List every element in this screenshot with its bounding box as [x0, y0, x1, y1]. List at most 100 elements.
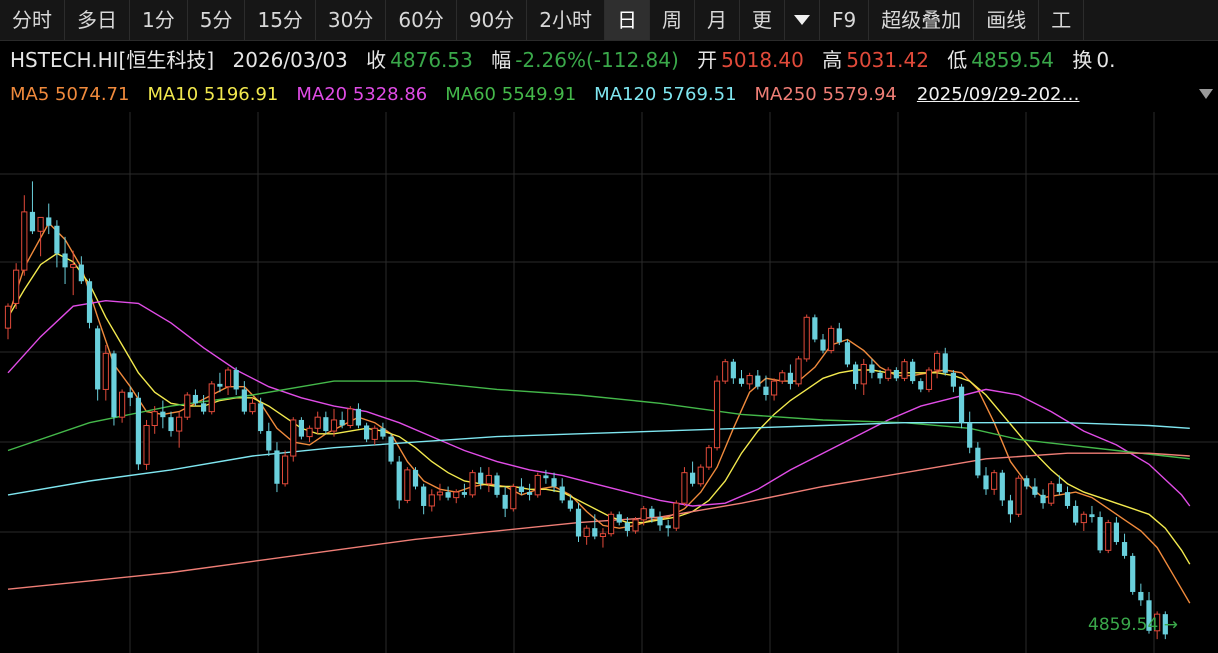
candle-body — [201, 403, 207, 412]
toolbar-tool-0[interactable]: F9 — [820, 0, 870, 40]
candle-body — [86, 281, 93, 323]
candle-body — [583, 527, 590, 537]
candle-body — [1105, 522, 1112, 551]
candle-body — [102, 352, 109, 390]
symbol-name[interactable]: HSTECH.HI[恒生科技] — [10, 48, 215, 72]
candle-body — [812, 317, 818, 340]
candle-body — [37, 216, 44, 232]
high-label: 高 — [822, 48, 843, 72]
candle-body — [567, 500, 573, 509]
candle-body — [510, 486, 517, 510]
date-range-selector[interactable]: 2025/09/29-202… — [916, 84, 1080, 105]
period-tab-3[interactable]: 5分 — [188, 0, 246, 40]
candle-body — [910, 361, 916, 382]
candle-body — [713, 380, 721, 449]
quote-date: 2026/03/03 — [232, 48, 348, 72]
candle-body — [494, 475, 500, 495]
period-tab-0[interactable]: 分时 — [0, 0, 65, 40]
candle-body — [274, 450, 280, 484]
candle-body — [1040, 494, 1046, 504]
ma-legend: MA5 5074.71 MA10 5196.91 MA20 5328.86 MA60 … — [0, 80, 1218, 110]
ma-line-ma120 — [7, 422, 1190, 496]
candle-body — [551, 478, 557, 487]
period-tab-4[interactable]: 15分 — [245, 0, 316, 40]
candle-body — [877, 372, 883, 379]
period-tab-12[interactable]: 更 — [740, 0, 786, 40]
candle-body — [1089, 514, 1095, 518]
range-dropdown-icon[interactable] — [1198, 88, 1214, 100]
ma-legend-item: MA250 5579.94 — [754, 84, 897, 105]
candle-body — [13, 269, 20, 304]
quote-info: HSTECH.HI[恒生科技] 2026/03/03 收 4876.53 幅 -2.… — [0, 41, 1218, 79]
period-tab-2[interactable]: 1分 — [130, 0, 188, 40]
candle-body — [4, 305, 12, 329]
candle-body — [543, 475, 549, 479]
period-tab-11[interactable]: 月 — [695, 0, 741, 40]
period-tab-7[interactable]: 90分 — [457, 0, 528, 40]
period-tab-9[interactable]: 日 — [605, 0, 651, 40]
candle-body — [421, 486, 427, 506]
candle-body — [697, 466, 704, 485]
candle-body — [1097, 517, 1103, 551]
candle-body — [1113, 522, 1119, 543]
candle-body — [135, 397, 141, 465]
candle-body — [869, 364, 875, 373]
candle-body — [1162, 614, 1168, 635]
candle-body — [119, 391, 126, 418]
candle-body — [371, 427, 378, 440]
candle-body — [575, 508, 582, 537]
candle-body — [241, 389, 247, 412]
ma-line-ma20 — [7, 299, 1191, 507]
candle-body — [763, 386, 769, 395]
candle-body — [755, 375, 761, 387]
candle-body — [860, 363, 867, 385]
candle-body — [21, 211, 28, 271]
candle-body — [323, 417, 329, 432]
candle-body — [820, 339, 826, 351]
candle-body — [1032, 486, 1038, 495]
candle-body — [396, 461, 402, 501]
candle-body — [1121, 542, 1128, 556]
candle-body — [828, 327, 835, 352]
candle-body — [217, 383, 223, 387]
candle-body — [624, 522, 630, 531]
candle-body — [355, 408, 362, 426]
candle-body — [428, 494, 435, 507]
candle-body — [975, 447, 981, 476]
period-tab-1[interactable]: 多日 — [65, 0, 130, 40]
candle-body — [1048, 483, 1055, 504]
candle-body — [885, 369, 892, 379]
candle-body — [143, 425, 150, 465]
candle-body — [314, 416, 321, 429]
candle-body — [364, 425, 370, 440]
toolbar-tool-1[interactable]: 超级叠加 — [869, 0, 975, 40]
high-value: 5031.42 — [846, 48, 929, 72]
candle-body — [893, 370, 899, 379]
more-periods-dropdown-icon[interactable] — [785, 0, 821, 40]
candlestick-chart[interactable]: 4859.54 → — [0, 112, 1218, 653]
low-price-marker: 4859.54 → — [1088, 615, 1178, 635]
toolbar-tool-3[interactable]: 工 — [1039, 0, 1085, 40]
candle-body — [176, 416, 183, 432]
candle-body — [298, 419, 304, 437]
candle-body — [803, 316, 810, 360]
candle-body — [485, 474, 492, 485]
ma-line-ma10 — [7, 252, 1191, 565]
candle-body — [436, 491, 444, 496]
change-label: 幅 — [491, 48, 512, 72]
candle-body — [950, 372, 956, 387]
period-tab-8[interactable]: 2小时 — [527, 0, 606, 40]
low-value: 4859.54 — [971, 48, 1055, 72]
period-tab-10[interactable]: 周 — [650, 0, 696, 40]
period-tab-5[interactable]: 30分 — [316, 0, 387, 40]
candle-body — [266, 431, 272, 451]
candle-body — [258, 403, 264, 432]
candle-body — [958, 386, 965, 423]
open-value: 5018.40 — [721, 48, 804, 72]
period-tab-6[interactable]: 60分 — [386, 0, 457, 40]
candle-body — [795, 358, 802, 385]
candle-body — [616, 514, 622, 523]
candle-body — [453, 491, 460, 499]
toolbar-tool-2[interactable]: 画线 — [974, 0, 1040, 40]
candle-body — [1015, 477, 1022, 515]
